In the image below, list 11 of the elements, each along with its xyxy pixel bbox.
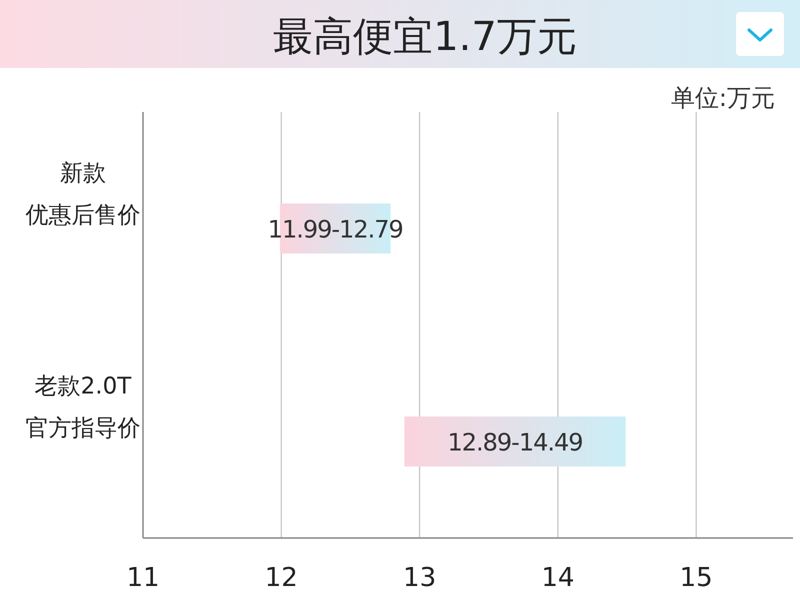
x-tick-label: 12 [264, 563, 298, 593]
x-tick-label: 15 [680, 563, 713, 593]
data-label: 11.99-12.79 [268, 216, 403, 244]
x-tick-label: 11 [126, 563, 160, 593]
annotation: 单位:万元 [670, 84, 775, 112]
data-label: 12.89-14.49 [447, 428, 583, 456]
x-tick-label: 14 [541, 563, 574, 593]
chart-title: 最高便宜1.7万元 [273, 14, 577, 60]
x-tick-label: 13 [403, 563, 436, 593]
y-tick-label: 老款2.0T官方指导价 [26, 374, 140, 442]
y-tick-label: 新款优惠后售价 [26, 160, 140, 228]
